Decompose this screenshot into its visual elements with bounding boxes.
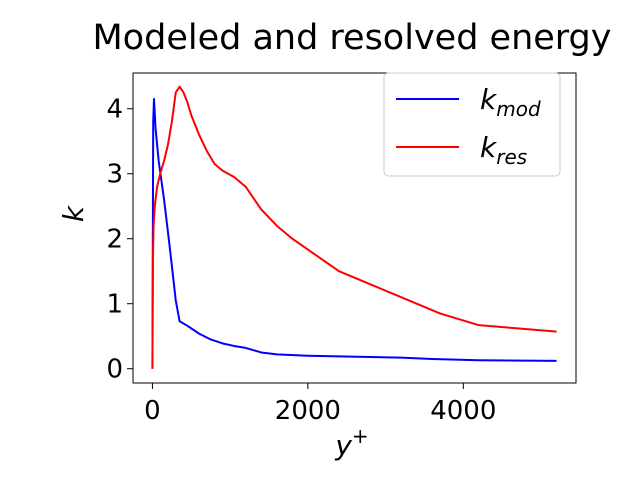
series-layer: [151, 85, 557, 369]
legend-label-mod: kmod: [480, 83, 541, 121]
series-line-mod: [151, 98, 557, 369]
x-axis-label: y+: [334, 424, 368, 462]
y-tick-label: 2: [106, 225, 123, 255]
y-tick-label: 4: [106, 95, 123, 125]
y-tick-label: 1: [106, 290, 123, 320]
legend-label-res: kres: [480, 131, 527, 169]
y-axis-label: k: [57, 204, 90, 222]
chart-title: Modeled and resolved energy: [92, 18, 611, 58]
x-tick-label: 2000: [275, 396, 341, 426]
x-axis-label-sup: +: [352, 424, 369, 448]
y-tick-label: 3: [106, 160, 123, 190]
x-tick-label: 0: [144, 396, 161, 426]
axes-frame: [132, 72, 577, 384]
x-axis-label-base: y: [334, 429, 352, 462]
legend-box: [383, 72, 561, 177]
y-axis: 0 1 2 3 4: [106, 95, 133, 385]
series-line-res: [151, 85, 557, 369]
legend: kmod kres: [383, 72, 561, 177]
x-axis: 0 2000 4000: [144, 383, 496, 426]
x-tick-label: 4000: [430, 396, 496, 426]
y-tick-label: 0: [106, 355, 123, 385]
